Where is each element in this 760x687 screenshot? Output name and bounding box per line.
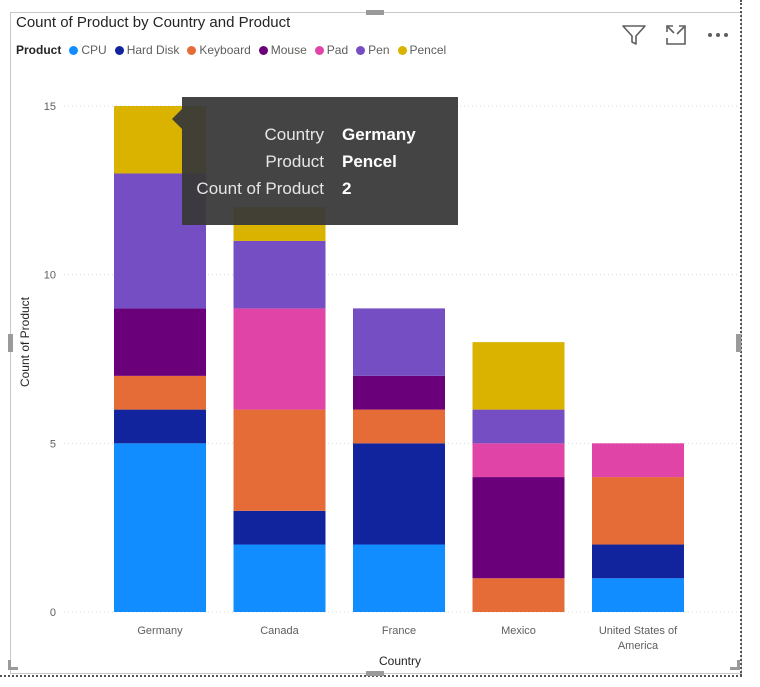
legend-item-pen[interactable]: Pen xyxy=(356,43,390,57)
x-tick-label: Canada xyxy=(260,625,299,637)
legend-dot xyxy=(397,45,407,55)
tooltip-arrow xyxy=(172,109,182,129)
legend-dot xyxy=(114,45,124,55)
legend-label: Hard Disk xyxy=(126,43,180,57)
tooltip-key: Count of Product xyxy=(196,179,324,198)
tooltip-key: Product xyxy=(265,152,324,171)
bar-segment-mouse-germany[interactable] xyxy=(114,308,206,376)
x-axis-title: Country xyxy=(379,654,421,668)
legend-label: Pad xyxy=(326,43,349,57)
legend-dot xyxy=(314,45,324,55)
tooltip-row-country: Country Germany xyxy=(182,125,458,145)
bar-segment-mouse-mexico[interactable] xyxy=(472,477,565,579)
y-tick-label: 5 xyxy=(50,438,56,450)
legend-item-cpu[interactable]: CPU xyxy=(69,43,107,57)
bar-segment-hard-disk-canada[interactable] xyxy=(233,510,326,545)
legend-item-keyboard[interactable]: Keyboard xyxy=(187,43,251,57)
bar-segment-keyboard-france[interactable] xyxy=(353,409,445,444)
x-tick-label: France xyxy=(382,625,416,637)
bar-segment-pen-mexico[interactable] xyxy=(472,409,565,444)
x-axis-ticks: Germany Canada France Mexico United States o… xyxy=(137,625,678,652)
bar-segment-cpu-germany[interactable] xyxy=(114,443,206,612)
bar-segment-hard-disk-united-states-of-america[interactable] xyxy=(592,544,684,579)
legend-dot xyxy=(258,45,268,55)
selection-border-bottom xyxy=(0,675,742,677)
bar-segment-hard-disk-france[interactable] xyxy=(353,443,445,545)
x-tick-label: Germany xyxy=(137,625,183,637)
x-tick-label: United States of America xyxy=(599,625,678,652)
legend-label: CPU xyxy=(81,43,107,57)
legend-label: Keyboard xyxy=(199,43,251,57)
legend-dot xyxy=(356,45,366,55)
bar-segment-keyboard-united-states-of-america[interactable] xyxy=(592,477,684,545)
legend-item-pencel[interactable]: Pencel xyxy=(397,43,447,57)
bar-segment-pad-united-states-of-america[interactable] xyxy=(592,443,684,478)
more-options-icon[interactable] xyxy=(704,22,732,48)
bar-segment-cpu-united-states-of-america[interactable] xyxy=(592,578,684,612)
resize-handle-top[interactable] xyxy=(366,10,384,15)
legend-item-hard-disk[interactable]: Hard Disk xyxy=(114,43,180,57)
bar-segment-pad-canada[interactable] xyxy=(233,308,326,410)
y-tick-label: 0 xyxy=(50,607,56,619)
resize-handle-right[interactable] xyxy=(736,334,741,352)
tooltip-key: Country xyxy=(264,125,324,144)
y-axis-title: Count of Product xyxy=(18,296,32,387)
legend-title: Product xyxy=(16,43,62,57)
bar-segment-keyboard-germany[interactable] xyxy=(114,375,206,410)
bar-segment-keyboard-canada[interactable] xyxy=(233,409,326,511)
y-tick-label: 10 xyxy=(44,270,56,282)
legend-dot xyxy=(69,45,79,55)
legend-label: Mouse xyxy=(270,43,307,57)
bar-segment-pen-canada[interactable] xyxy=(233,240,326,309)
tooltip: Country Germany Product Pencel Count of Pr… xyxy=(172,97,458,225)
tooltip-value: Germany xyxy=(342,125,416,144)
legend-label: Pen xyxy=(368,43,390,57)
legend-label: Pencel xyxy=(409,43,447,57)
bars xyxy=(114,106,684,612)
selection-border-right xyxy=(740,0,742,676)
chart-title: Count of Product by Country and Product xyxy=(16,14,291,31)
tooltip-row-product: Product Pencel xyxy=(182,152,458,172)
tooltip-value: Pencel xyxy=(342,152,397,171)
bar-segment-keyboard-mexico[interactable] xyxy=(472,578,565,612)
focus-mode-icon[interactable] xyxy=(662,22,690,48)
bar-segment-hard-disk-germany[interactable] xyxy=(114,409,206,444)
bar-segment-pen-france[interactable] xyxy=(353,308,445,376)
y-axis-ticks: 0 5 10 15 xyxy=(44,101,56,619)
resize-handle-left[interactable] xyxy=(8,334,13,352)
legend-item-pad[interactable]: Pad xyxy=(314,43,349,57)
filter-icon[interactable] xyxy=(620,22,648,48)
bar-segment-pencel-mexico[interactable] xyxy=(472,342,565,410)
resize-handle-bottom-right[interactable] xyxy=(730,660,740,670)
tooltip-row-count: Count of Product 2 xyxy=(182,179,458,199)
resize-handle-bottom[interactable] xyxy=(366,671,384,676)
y-tick-label: 15 xyxy=(44,101,56,113)
x-tick-label: Mexico xyxy=(501,625,536,637)
legend-item-mouse[interactable]: Mouse xyxy=(258,43,307,57)
bar-segment-mouse-france[interactable] xyxy=(353,375,445,410)
resize-handle-bottom-left[interactable] xyxy=(8,660,18,670)
bar-segment-pad-mexico[interactable] xyxy=(472,443,565,478)
bar-segment-cpu-france[interactable] xyxy=(353,544,445,612)
visual-header-icons xyxy=(620,22,732,48)
tooltip-value: 2 xyxy=(342,179,352,198)
legend: Product CPU Hard Disk Keyboard Mouse Pad… xyxy=(16,43,454,57)
bar-segment-cpu-canada[interactable] xyxy=(233,544,326,612)
legend-dot xyxy=(187,45,197,55)
